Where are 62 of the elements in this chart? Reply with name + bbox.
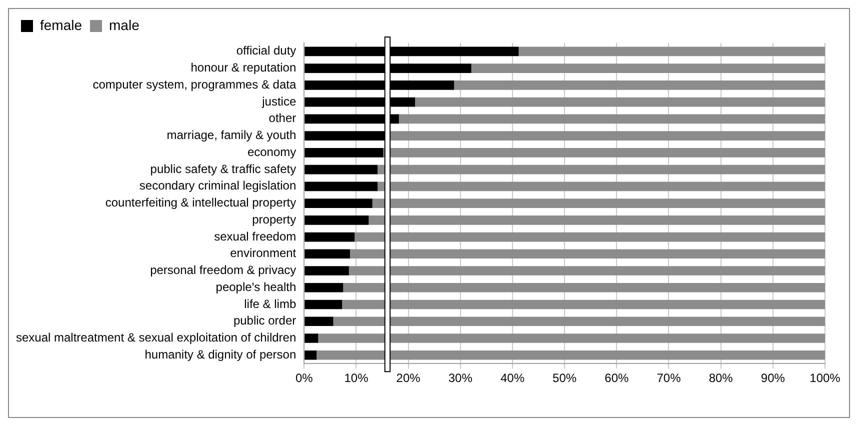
legend-label: male <box>109 16 140 33</box>
bar <box>350 249 825 259</box>
bar <box>304 300 342 310</box>
bar <box>415 97 825 107</box>
y-tick-label: economy <box>247 144 296 159</box>
bar <box>378 182 825 192</box>
bar <box>304 198 372 208</box>
bar <box>454 80 825 90</box>
bar <box>316 350 825 360</box>
y-tick-label: computer system, programmes & data <box>92 77 296 92</box>
x-tick-label: 40% <box>500 371 525 386</box>
x-tick-label: 70% <box>656 371 682 386</box>
x-tick-label: 10% <box>344 371 369 386</box>
bar <box>318 334 825 343</box>
x-tick-label: 0% <box>295 371 314 386</box>
bar <box>343 283 825 292</box>
y-tick-label: environment <box>230 246 297 260</box>
bar <box>471 64 825 73</box>
x-tick-label: 30% <box>448 371 473 386</box>
legend-label: female <box>40 16 82 33</box>
bar <box>304 249 350 259</box>
y-tick-label: other <box>268 111 296 126</box>
bar <box>304 266 349 276</box>
y-tick-label: public safety & traffic safety <box>150 162 296 176</box>
bar <box>354 232 825 242</box>
bar <box>368 216 825 225</box>
y-tick-label: sexual maltreatment & sexual exploitation of children <box>16 330 296 345</box>
bar <box>304 232 355 242</box>
bar <box>518 46 825 56</box>
bar <box>383 148 825 158</box>
bar <box>342 300 825 310</box>
x-tick-label: 80% <box>708 371 734 386</box>
y-tick-label: public order <box>233 314 296 328</box>
y-tick-label: people's health <box>216 280 296 294</box>
y-tick-label: humanity & dignity of person <box>144 347 296 362</box>
y-tick-label: official duty <box>236 44 296 58</box>
y-tick-label: personal freedom & privacy <box>150 263 296 278</box>
x-tick-label: 100% <box>810 371 841 386</box>
bar <box>333 316 825 326</box>
y-tick-label: marriage, family & youth <box>166 128 296 142</box>
bar <box>348 266 825 276</box>
bar <box>398 114 825 124</box>
bar <box>304 334 318 343</box>
y-tick-label: sexual freedom <box>214 229 296 244</box>
bar <box>304 216 369 225</box>
x-tick-label: 20% <box>396 371 421 386</box>
y-tick-label: life & limb <box>244 296 296 311</box>
x-tick-label: 50% <box>552 371 577 386</box>
bar <box>304 182 378 192</box>
y-tick-label: justice <box>261 94 296 108</box>
y-tick-label: property <box>252 212 296 226</box>
y-tick-label: secondary criminal legislation <box>139 178 296 193</box>
bar <box>378 164 825 174</box>
y-tick-label: honour & reputation <box>190 60 296 75</box>
bar <box>304 283 344 292</box>
bar <box>304 350 317 360</box>
bar <box>304 316 334 326</box>
x-tick-label: 90% <box>760 371 786 386</box>
y-tick-label: counterfeiting & intellectual property <box>105 196 296 210</box>
bar <box>372 198 825 208</box>
x-tick-label: 60% <box>604 371 629 386</box>
bar <box>304 164 378 174</box>
